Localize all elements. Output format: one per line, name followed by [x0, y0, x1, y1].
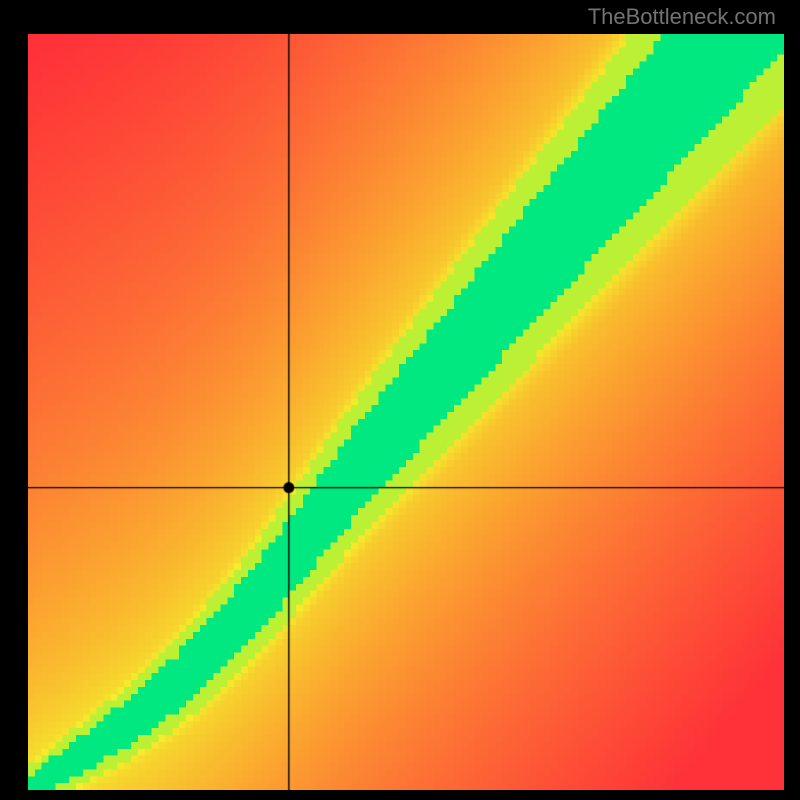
watermark-text: TheBottleneck.com	[588, 4, 776, 30]
chart-container: TheBottleneck.com	[0, 0, 800, 800]
bottleneck-heatmap	[28, 34, 784, 790]
